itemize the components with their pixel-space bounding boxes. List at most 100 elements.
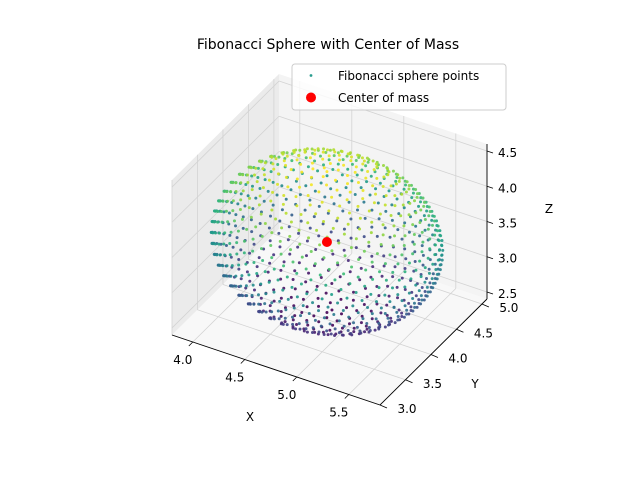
z-tick-mark	[486, 221, 494, 224]
sphere-point	[251, 237, 255, 241]
sphere-point	[298, 242, 302, 246]
sphere-point	[433, 219, 437, 223]
sphere-point	[335, 319, 339, 323]
sphere-point	[326, 211, 330, 215]
sphere-point	[299, 282, 303, 286]
sphere-point	[229, 255, 233, 259]
sphere-point	[370, 225, 374, 229]
sphere-point	[317, 204, 321, 208]
sphere-point	[293, 287, 297, 291]
grid-line-z-back	[278, 115, 488, 187]
sphere-point	[338, 193, 342, 197]
sphere-point	[309, 249, 313, 253]
sphere-point	[316, 169, 320, 173]
sphere-point	[397, 212, 401, 216]
x-tick-label: 4.5	[225, 371, 244, 385]
sphere-point	[291, 318, 295, 322]
sphere-point	[280, 184, 284, 188]
sphere-point	[374, 192, 378, 196]
sphere-point	[313, 189, 317, 193]
sphere-point	[388, 253, 392, 257]
sphere-point	[219, 210, 223, 214]
sphere-point	[239, 192, 243, 196]
sphere-point	[325, 148, 329, 152]
sphere-point	[317, 309, 321, 313]
sphere-point	[364, 268, 368, 272]
sphere-point	[257, 302, 261, 306]
x-tick-label: 4.0	[173, 353, 192, 367]
sphere-point	[283, 320, 287, 324]
sphere-point	[279, 277, 283, 281]
sphere-point	[389, 316, 393, 320]
sphere-point	[267, 280, 271, 284]
sphere-point	[373, 328, 377, 332]
sphere-point	[423, 266, 427, 270]
sphere-point	[324, 151, 328, 155]
sphere-point	[304, 267, 308, 271]
sphere-point	[291, 322, 295, 326]
sphere-point	[245, 227, 249, 231]
sphere-point	[420, 230, 424, 234]
sphere-point	[276, 309, 280, 313]
sphere-point	[279, 310, 283, 314]
sphere-point	[396, 228, 400, 232]
sphere-point	[221, 264, 225, 268]
sphere-point	[350, 265, 354, 269]
sphere-point	[356, 181, 360, 185]
sphere-point	[331, 323, 335, 327]
sphere-point	[362, 249, 366, 253]
sphere-point	[365, 156, 369, 160]
sphere-point	[239, 198, 243, 202]
z-tick-mark	[486, 256, 494, 260]
sphere-point	[328, 322, 332, 326]
sphere-point	[330, 195, 334, 199]
sphere-point	[245, 173, 249, 177]
sphere-point	[430, 277, 434, 281]
sphere-point	[397, 179, 401, 183]
sphere-point	[409, 305, 413, 309]
sphere-point	[364, 176, 368, 180]
sphere-point	[340, 333, 344, 337]
sphere-point	[258, 221, 262, 225]
sphere-point	[354, 246, 358, 250]
sphere-point	[403, 221, 407, 225]
sphere-point	[296, 245, 300, 249]
sphere-point	[214, 231, 218, 235]
sphere-point	[234, 284, 238, 288]
sphere-point	[353, 170, 357, 174]
z-tick-label: 3.5	[498, 217, 517, 231]
sphere-point	[229, 274, 233, 278]
sphere-point	[420, 298, 424, 302]
sphere-point	[231, 199, 235, 203]
sphere-point	[425, 285, 429, 289]
sphere-point	[384, 194, 388, 198]
sphere-point	[317, 330, 321, 334]
sphere-point	[427, 214, 431, 218]
sphere-point	[261, 167, 265, 171]
sphere-point	[330, 308, 334, 312]
legend-marker-sphere-points	[309, 74, 313, 77]
sphere-point	[291, 260, 295, 264]
sphere-point	[299, 162, 303, 166]
sphere-point	[284, 308, 288, 312]
sphere-point	[257, 256, 261, 260]
sphere-point	[226, 220, 230, 224]
sphere-point	[349, 217, 353, 221]
sphere-point	[419, 294, 423, 298]
sphere-point	[366, 160, 370, 164]
sphere-point	[396, 296, 400, 300]
sphere-point	[368, 328, 372, 332]
sphere-point	[225, 190, 229, 194]
sphere-point	[235, 236, 239, 240]
sphere-point	[395, 310, 399, 314]
sphere-point	[352, 290, 356, 294]
sphere-point	[246, 180, 250, 184]
sphere-point	[378, 181, 382, 185]
sphere-point	[369, 275, 373, 279]
sphere-point	[308, 226, 312, 230]
sphere-point	[402, 224, 406, 228]
sphere-point	[428, 210, 432, 214]
sphere-point	[284, 175, 288, 179]
legend: Fibonacci sphere points Center of mass	[291, 63, 507, 111]
sphere-point	[290, 285, 294, 289]
